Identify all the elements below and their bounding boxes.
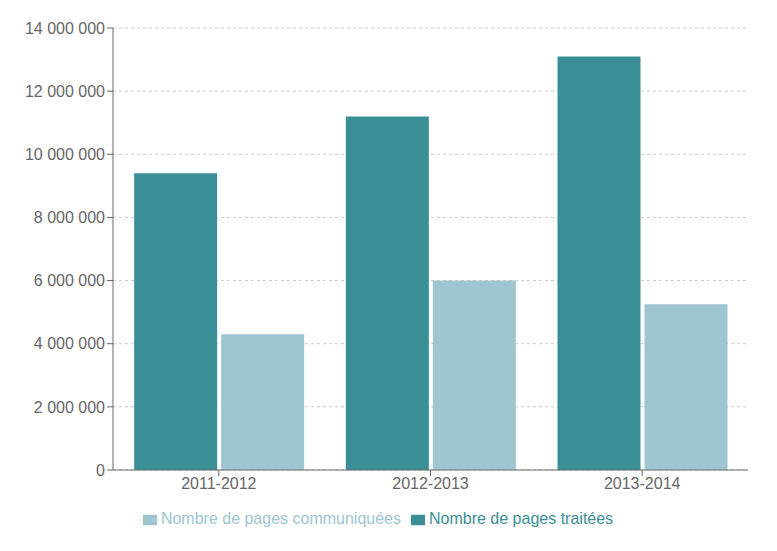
svg-text:4 000 000: 4 000 000 <box>34 335 105 352</box>
html-text:Nombre de pages communiquées: Nombre de pages communiquées <box>160 510 401 527</box>
svg-text:2013-2014: 2013-2014 <box>604 475 681 492</box>
svg-text:14 000 000: 14 000 000 <box>25 20 105 37</box>
svg-text:2012-2013: 2012-2013 <box>392 475 469 492</box>
html-text:Nombre de pages traitées: Nombre de pages traitées <box>429 510 614 527</box>
svg-text:6 000 000: 6 000 000 <box>34 272 105 289</box>
svg-text:10 000 000: 10 000 000 <box>25 146 105 163</box>
svg-text:2011-2012: 2011-2012 <box>181 475 256 492</box>
svg-text:2 000 000: 2 000 000 <box>34 399 105 416</box>
svg-text:0: 0 <box>96 462 105 479</box>
svg-text:8 000 000: 8 000 000 <box>34 209 105 226</box>
svg-text:12 000 000: 12 000 000 <box>25 83 105 100</box>
